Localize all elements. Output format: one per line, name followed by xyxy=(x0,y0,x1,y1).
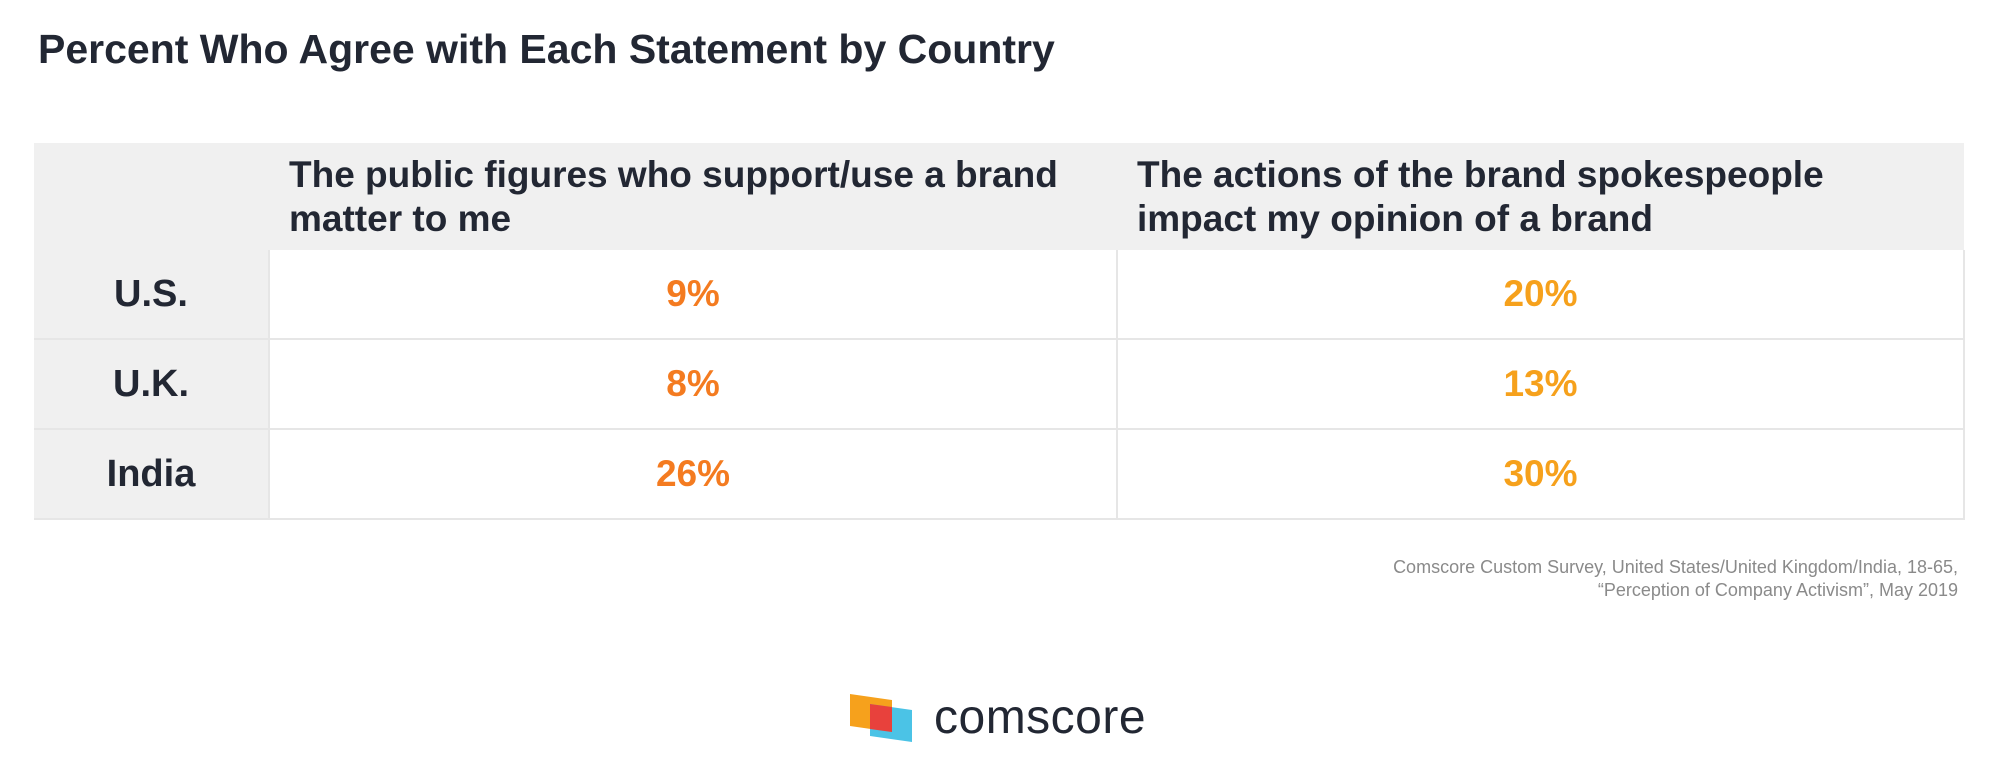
cell-uk-public-figures: 8% xyxy=(268,339,1117,430)
table-row: U.K. 8% 13% xyxy=(34,339,1965,430)
source-note: Comscore Custom Survey, United States/Un… xyxy=(1393,556,1958,602)
comscore-logo: comscore xyxy=(848,692,1146,744)
page-title: Percent Who Agree with Each Statement by… xyxy=(38,26,1055,72)
column-header-public-figures: The public figures who support/use a bra… xyxy=(269,143,1117,250)
row-label-us: U.S. xyxy=(34,250,269,340)
cell-india-public-figures: 26% xyxy=(268,429,1117,520)
cell-us-public-figures: 9% xyxy=(268,250,1117,340)
cell-india-spokespeople: 30% xyxy=(1116,429,1965,520)
data-table: The public figures who support/use a bra… xyxy=(34,143,1965,520)
source-line-1: Comscore Custom Survey, United States/Un… xyxy=(1393,557,1958,577)
cell-uk-spokespeople: 13% xyxy=(1116,339,1965,430)
column-header-label: The public figures who support/use a bra… xyxy=(289,154,1058,239)
row-label-india: India xyxy=(34,429,269,520)
table-row: U.S. 9% 20% xyxy=(34,250,1965,340)
row-label-uk: U.K. xyxy=(34,339,269,430)
column-header-label: The actions of the brand spokespeople im… xyxy=(1137,154,1824,239)
logo-wordmark: comscore xyxy=(934,691,1147,744)
column-header-spokespeople: The actions of the brand spokespeople im… xyxy=(1117,143,1964,250)
source-line-2: “Perception of Company Activism”, May 20… xyxy=(1597,580,1958,600)
cell-us-spokespeople: 20% xyxy=(1116,250,1965,340)
comscore-logo-icon xyxy=(850,694,912,742)
corner-cell xyxy=(34,143,269,250)
table-row: India 26% 30% xyxy=(34,429,1965,520)
table-header-row: The public figures who support/use a bra… xyxy=(34,143,1964,250)
